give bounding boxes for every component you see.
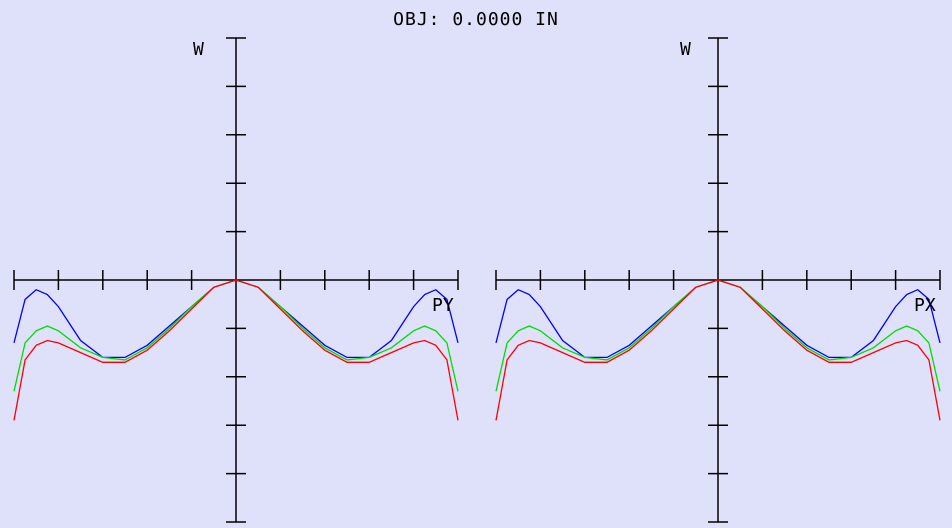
series-line-3 — [495, 279, 941, 421]
y-axis-label: W — [680, 39, 691, 60]
y-axis-label: W — [193, 39, 204, 60]
plot-title: OBJ: 0.0000 IN — [393, 9, 559, 30]
fan-panel-2: PX W — [495, 37, 941, 523]
x-axis-label: PY — [432, 295, 454, 316]
fan-panel-1: PY W — [13, 37, 459, 523]
x-axis-label: PX — [914, 295, 936, 316]
series-line-3 — [13, 279, 459, 421]
